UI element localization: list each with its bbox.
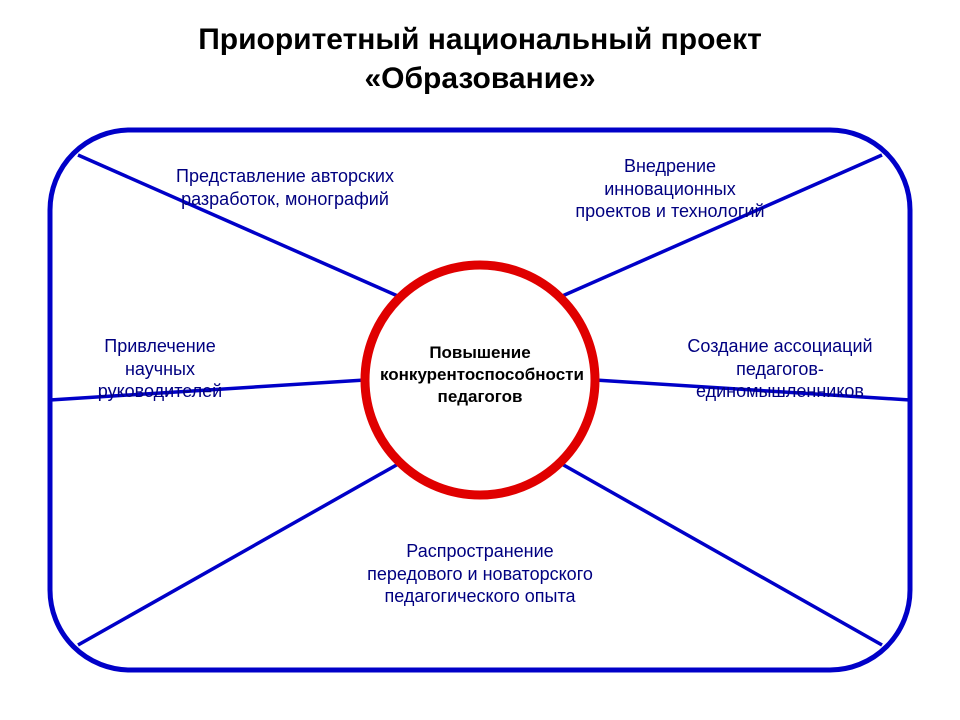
title-line-1: Приоритетный национальный проект xyxy=(198,23,762,56)
sector-label-3: Создание ассоциаций педагогов- единомышл… xyxy=(655,335,905,403)
sector-label-2: Привлечение научных руководителей xyxy=(70,335,250,403)
sector-label-1: Внедрение инновационных проектов и техно… xyxy=(545,155,795,223)
title-line-2: «Образование» xyxy=(364,62,595,95)
center-label: Повышение конкурентоспособности педагого… xyxy=(380,342,580,408)
diagram: Повышение конкурентоспособности педагого… xyxy=(40,120,920,680)
sector-label-4: Распространение передового и новаторског… xyxy=(340,540,620,608)
page-title: Приоритетный национальный проект «Образо… xyxy=(0,20,960,98)
sector-label-0: Представление авторских разработок, моно… xyxy=(155,165,415,210)
